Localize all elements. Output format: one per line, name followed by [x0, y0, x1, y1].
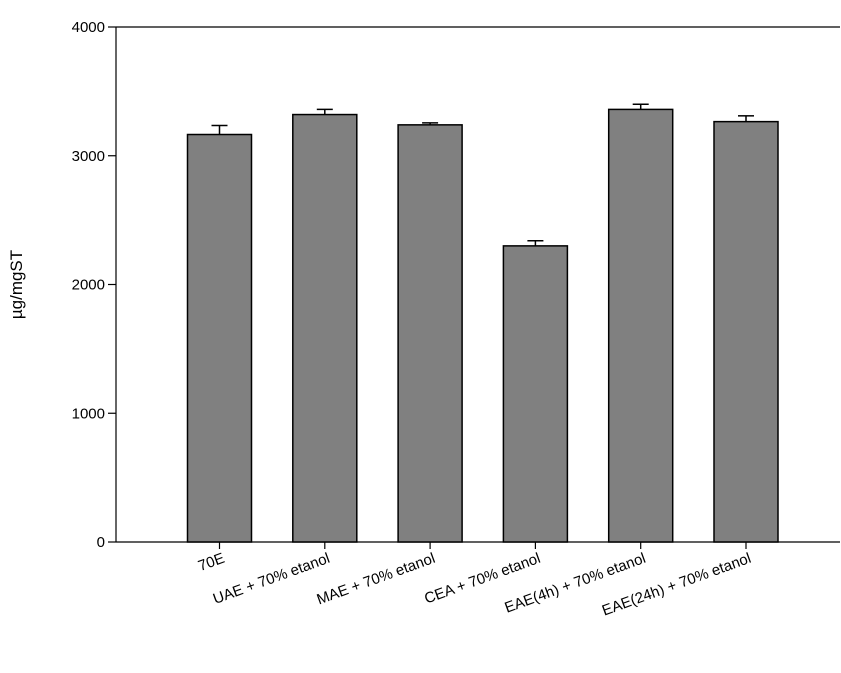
- bar: [607, 108, 674, 543]
- chart-error-bars: [211, 103, 754, 246]
- x-category-label: UAE + 70% etanol: [211, 550, 332, 608]
- y-tick-label: 3000: [72, 148, 105, 165]
- bar: [502, 245, 569, 543]
- y-axis-ticks: 0 1000 2000 3000 4000: [72, 19, 116, 551]
- bar: [292, 113, 358, 543]
- y-tick-label: 4000: [72, 19, 105, 36]
- x-category-label: MAE + 70% etanol: [315, 550, 438, 609]
- bar: [713, 120, 779, 543]
- y-tick-label: 2000: [72, 277, 105, 294]
- x-category-label: 70E: [196, 550, 227, 575]
- bar: [397, 124, 463, 543]
- chart-bars: [186, 108, 779, 543]
- bar: [186, 133, 253, 543]
- y-tick-label: 0: [97, 534, 105, 551]
- y-axis-label: µg/mgST: [7, 250, 26, 319]
- y-tick-label: 1000: [72, 405, 105, 422]
